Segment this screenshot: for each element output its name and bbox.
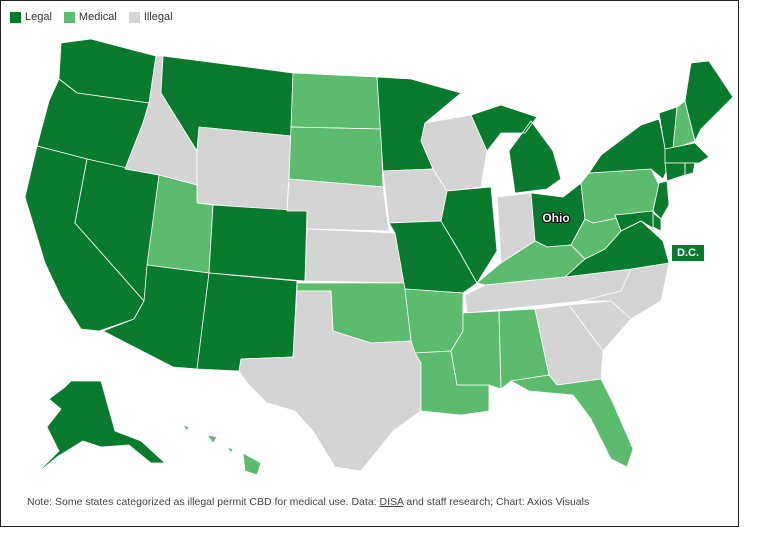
state-maine	[684, 60, 734, 142]
ohio-label: Ohio	[542, 211, 569, 225]
state-kansas	[304, 228, 406, 284]
legend-item-illegal: Illegal	[128, 11, 173, 23]
state-hawaii	[182, 424, 262, 476]
state-south-dakota	[288, 126, 384, 188]
state-arkansas	[404, 288, 464, 354]
state-alaska	[34, 380, 166, 476]
state-rhode-island	[684, 162, 696, 176]
disa-link[interactable]: DISA	[379, 496, 404, 508]
note-text: Note: Some states categorized as illegal…	[27, 496, 380, 508]
dc-label: D.C.	[671, 244, 705, 262]
state-new-york	[588, 118, 670, 180]
state-colorado	[208, 204, 308, 282]
legend-label-medical: Medical	[78, 11, 117, 23]
legend-label-illegal: Illegal	[143, 11, 173, 23]
state-massachusetts	[664, 142, 710, 164]
state-new-jersey	[652, 180, 670, 220]
state-iowa	[382, 168, 448, 224]
legend: Legal Medical Illegal	[10, 11, 173, 23]
state-florida	[510, 374, 634, 468]
legend-item-medical: Medical	[63, 11, 117, 23]
state-connecticut	[664, 162, 686, 182]
legend-label-legal: Legal	[25, 11, 52, 23]
state-north-dakota	[290, 72, 382, 130]
map-frame: Legal Medical Illegal	[0, 0, 739, 527]
legend-item-legal: Legal	[10, 11, 52, 23]
note-text-suffix: and staff research; Chart: Axios Visuals	[403, 496, 590, 508]
us-map: Ohio	[24, 38, 734, 476]
state-texas	[238, 290, 422, 472]
state-maryland	[614, 210, 662, 234]
state-new-mexico	[196, 272, 298, 372]
state-north-carolina	[580, 262, 670, 320]
legend-swatch-medical	[63, 11, 75, 23]
legend-swatch-illegal	[128, 11, 140, 23]
source-note: Note: Some states categorized as illegal…	[27, 496, 589, 508]
state-wyoming	[196, 126, 292, 212]
state-michigan	[470, 104, 562, 194]
legend-swatch-legal	[10, 11, 21, 23]
